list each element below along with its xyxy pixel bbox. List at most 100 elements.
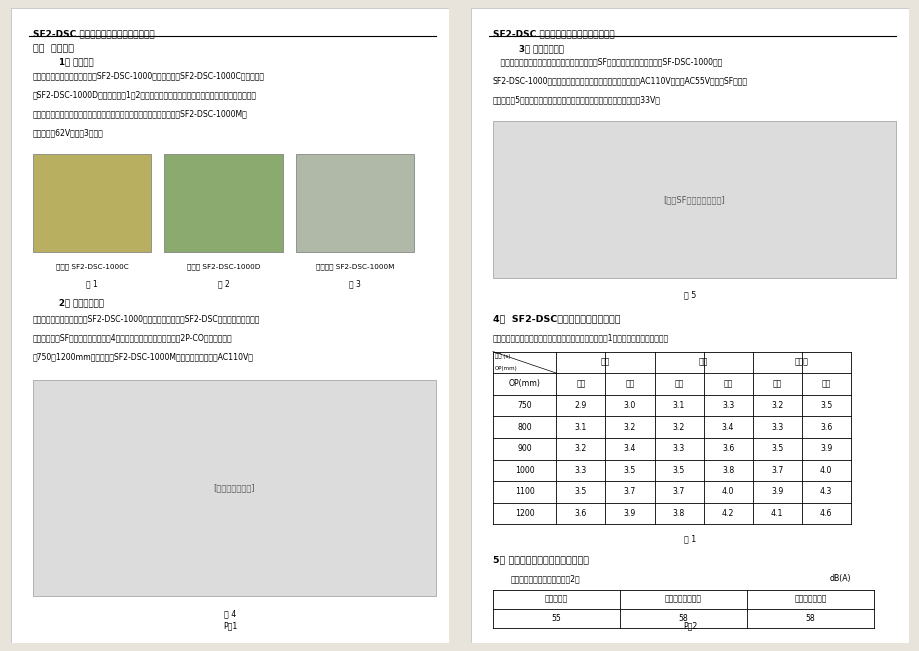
Text: 3.7: 3.7 <box>770 466 782 475</box>
Text: 3.3: 3.3 <box>770 422 782 432</box>
Text: 2、 产品标准应用: 2、 产品标准应用 <box>59 299 104 308</box>
Text: 控制板 SF2-DSC-1000C: 控制板 SF2-DSC-1000C <box>56 264 129 270</box>
Text: P－2: P－2 <box>682 622 697 630</box>
Text: 1100: 1100 <box>515 488 534 497</box>
Text: 关门: 关门 <box>625 380 634 389</box>
Text: [门机机械结构图]: [门机机械结构图] <box>213 483 255 492</box>
Text: 1000: 1000 <box>515 466 534 475</box>
Text: 额定电压为62V，如图3所示。: 额定电压为62V，如图3所示。 <box>33 128 104 137</box>
Text: 2.9: 2.9 <box>574 401 586 410</box>
Text: 58: 58 <box>805 614 814 623</box>
Text: 图 3: 图 3 <box>348 279 360 288</box>
Text: 的逻辑控制、运行曲线计算、驱动同步门电机等功能，同步门电机型号为SF2-DSC-1000M，: 的逻辑控制、运行曲线计算、驱动同步门电机等功能，同步门电机型号为SF2-DSC-… <box>33 109 247 118</box>
Text: 速度 (s): 速度 (s) <box>494 353 510 359</box>
Text: OP(mm): OP(mm) <box>508 380 540 389</box>
Text: 3.6: 3.6 <box>574 509 586 518</box>
Text: 3.7: 3.7 <box>672 488 685 497</box>
Text: 系合，开锁噪音: 系合，开锁噪音 <box>793 595 825 604</box>
Text: 图 4: 图 4 <box>223 609 236 618</box>
Text: 图 1: 图 1 <box>86 279 97 288</box>
Text: 1、 产品简介: 1、 产品简介 <box>59 57 94 66</box>
Text: 3.0: 3.0 <box>623 401 635 410</box>
Text: 3.3: 3.3 <box>672 444 685 453</box>
Text: 3.3: 3.3 <box>574 466 586 475</box>
Text: 750: 750 <box>516 401 531 410</box>
Text: 超低速: 超低速 <box>794 358 808 367</box>
Text: 1200: 1200 <box>515 509 534 518</box>
Bar <box>493 121 895 278</box>
Text: 低速: 低速 <box>698 358 708 367</box>
Text: 3.2: 3.2 <box>672 422 685 432</box>
Text: （SF2-DSC-1000D）组成，如图1、2所示，此电子板用于控制驱动电梯同步门机，完成电梯门: （SF2-DSC-1000D）组成，如图1、2所示，此电子板用于控制驱动电梯同步… <box>33 90 256 100</box>
Text: 开关门动作时噪音上限如下表2：: 开关门动作时噪音上限如下表2： <box>510 574 580 583</box>
Text: 5、 门机开关门动作的噪音（参考）: 5、 门机开关门动作的噪音（参考） <box>493 555 588 564</box>
Text: 同步门机控制驱动电子板也可以非标应用于进口SF门机，非标电子板的型号为SF-DSC-1000，与: 同步门机控制驱动电子板也可以非标应用于进口SF门机，非标电子板的型号为SF-DS… <box>493 57 721 66</box>
Text: 3.4: 3.4 <box>721 422 733 432</box>
Text: 4.1: 4.1 <box>770 509 783 518</box>
Text: 4、  SF2-DSC门机系统开关门时间参数: 4、 SF2-DSC门机系统开关门时间参数 <box>493 314 619 324</box>
Text: 中速: 中速 <box>600 358 609 367</box>
Text: 一、  产品概述: 一、 产品概述 <box>33 44 74 53</box>
Text: 3.3: 3.3 <box>721 401 733 410</box>
Text: SF2-DSC 同步门机控制驱动系统调试手册: SF2-DSC 同步门机控制驱动系统调试手册 <box>33 29 154 38</box>
Text: 3、 产品非标应用: 3、 产品非标应用 <box>518 44 563 53</box>
Text: 统结构如图5所示，主要是系合装置不同以及电机为安川电机，额定电压33V。: 统结构如图5所示，主要是系合装置不同以及电机为安川电机，额定电压33V。 <box>493 96 660 105</box>
Text: 3.5: 3.5 <box>770 444 782 453</box>
Text: 4.2: 4.2 <box>721 509 733 518</box>
Text: 800: 800 <box>516 422 531 432</box>
Text: 3.9: 3.9 <box>623 509 635 518</box>
Text: 关门: 关门 <box>821 380 830 389</box>
Bar <box>165 154 282 253</box>
Text: 3.2: 3.2 <box>770 401 782 410</box>
Text: 3.6: 3.6 <box>819 422 832 432</box>
Text: 同步门机控制驱动电子板（SF2-DSC-1000）标准用于控制驱动SF2-DSC门机，其中门机机械: 同步门机控制驱动电子板（SF2-DSC-1000）标准用于控制驱动SF2-DSC… <box>33 314 260 324</box>
Text: [进口SF门机系统结构图]: [进口SF门机系统结构图] <box>663 195 724 204</box>
Text: OP(mm): OP(mm) <box>494 367 517 371</box>
Text: 表 1: 表 1 <box>683 534 696 544</box>
Text: 3.8: 3.8 <box>672 509 685 518</box>
Text: 3.5: 3.5 <box>623 466 635 475</box>
Text: 图 5: 图 5 <box>683 290 696 299</box>
Text: 为750～1200mm，电机采用SF2-DSC-1000M，电子板的输入电压AC110V。: 为750～1200mm，电机采用SF2-DSC-1000M，电子板的输入电压AC… <box>33 353 254 362</box>
Bar <box>493 352 850 524</box>
Text: 3.5: 3.5 <box>672 466 685 475</box>
Text: 开门: 开门 <box>575 380 585 389</box>
Text: 58: 58 <box>678 614 687 623</box>
Text: 900: 900 <box>516 444 531 453</box>
Text: 3.5: 3.5 <box>819 401 832 410</box>
Text: 同步电机 SF2-DSC-1000M: 同步电机 SF2-DSC-1000M <box>315 264 393 270</box>
Bar <box>295 154 414 253</box>
Text: 图 2: 图 2 <box>217 279 229 288</box>
Text: 3.9: 3.9 <box>819 444 832 453</box>
Text: 同步门机控制驱动电子板型号：SF2-DSC-1000，由控制板（SF2-DSC-1000C）和驱动板: 同步门机控制驱动电子板型号：SF2-DSC-1000，由控制板（SF2-DSC-… <box>33 72 265 80</box>
Text: 门机在不同速度和不同门宽情况下，开关门的时间如下表1所示，门机出厂默认中速。: 门机在不同速度和不同门宽情况下，开关门的时间如下表1所示，门机出厂默认中速。 <box>493 334 668 343</box>
Text: P－1: P－1 <box>222 622 237 630</box>
Text: SF2-DSC 同步门机控制驱动系统调试手册: SF2-DSC 同步门机控制驱动系统调试手册 <box>493 29 614 38</box>
Text: 3.5: 3.5 <box>574 488 586 497</box>
Text: 4.0: 4.0 <box>819 466 832 475</box>
Bar <box>33 154 151 253</box>
Text: 3.2: 3.2 <box>574 444 586 453</box>
Text: 3.1: 3.1 <box>574 422 586 432</box>
Text: 4.3: 4.3 <box>819 488 832 497</box>
Text: 3.4: 3.4 <box>623 444 636 453</box>
Text: dB(A): dB(A) <box>828 574 850 583</box>
Text: 3.9: 3.9 <box>770 488 782 497</box>
Bar <box>33 380 436 596</box>
Text: 关门: 关门 <box>722 380 732 389</box>
Text: 系统为国产的SF门机机械系统，如图4所示，目前同步门机开门型式为2P-CO，开门宽范围: 系统为国产的SF门机机械系统，如图4所示，目前同步门机开门型式为2P-CO，开门… <box>33 334 233 343</box>
Text: 3.1: 3.1 <box>672 401 685 410</box>
Text: 开门: 开门 <box>772 380 781 389</box>
Text: 驱动板 SF2-DSC-1000D: 驱动板 SF2-DSC-1000D <box>187 264 260 270</box>
Text: 开门: 开门 <box>674 380 683 389</box>
Text: 门运行噪音: 门运行噪音 <box>544 595 567 604</box>
Text: 4.0: 4.0 <box>721 488 733 497</box>
Text: SF2-DSC-1000对比主要是软件不同，以及电子板输入电压由AC110V变更为AC55V，进口SF门机系: SF2-DSC-1000对比主要是软件不同，以及电子板输入电压由AC110V变更… <box>493 76 747 85</box>
Text: 3.2: 3.2 <box>623 422 635 432</box>
Text: 3.7: 3.7 <box>623 488 635 497</box>
Text: 55: 55 <box>551 614 561 623</box>
Bar <box>493 590 873 628</box>
Text: 3.8: 3.8 <box>721 466 733 475</box>
Text: 门挡碘，上锁噪音: 门挡碘，上锁噪音 <box>664 595 701 604</box>
Text: 4.6: 4.6 <box>819 509 832 518</box>
